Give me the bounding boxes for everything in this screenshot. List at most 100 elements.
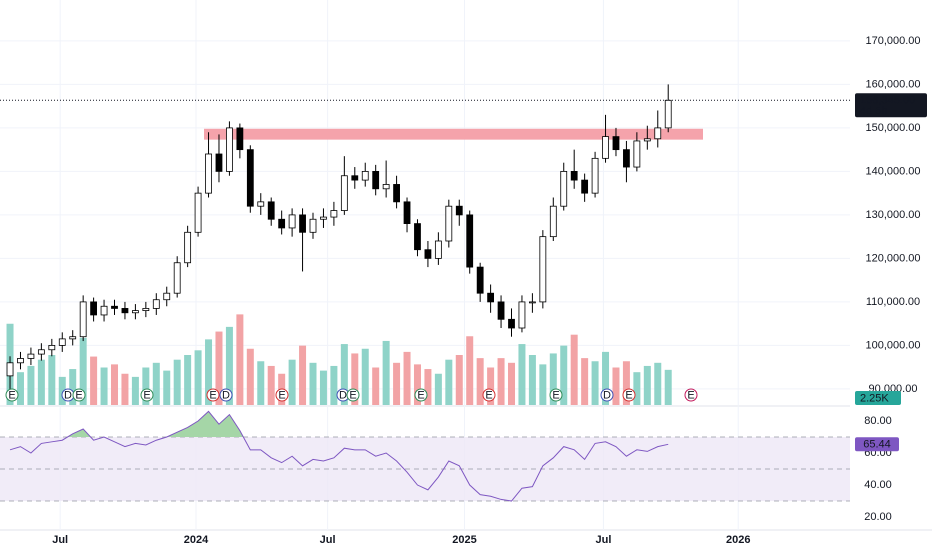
x-tick-label: Jul: [320, 534, 336, 546]
volume-bar: [215, 331, 223, 405]
volume-bar: [142, 367, 150, 405]
volume-bar: [225, 326, 233, 405]
y-tick-label: 110,000.00: [866, 296, 920, 308]
candle-body: [17, 358, 24, 364]
volume-bar: [90, 356, 98, 405]
volume-bar: [445, 359, 453, 405]
volume-bar: [622, 361, 630, 405]
y-tick-label: 120,000.00: [865, 252, 920, 264]
volume-bar: [361, 348, 369, 405]
event-badge: [5, 388, 19, 402]
rsi-tick-label: 80.00: [864, 415, 892, 427]
candle-body: [508, 318, 515, 329]
candle-body: [236, 127, 244, 151]
volume-bar: [16, 372, 24, 405]
candle-body: [173, 262, 181, 294]
volume-bar: [48, 355, 56, 405]
volume-bar: [184, 355, 192, 405]
candle-body: [643, 138, 651, 142]
rsi-last-label: 65.44: [863, 439, 891, 451]
candle-body: [320, 216, 327, 220]
event-label: D: [222, 389, 230, 401]
rsi-label-box: [855, 437, 899, 452]
candle-body: [267, 201, 275, 220]
candle-body: [487, 292, 495, 303]
event-badge: [275, 388, 289, 402]
candle-body: [466, 214, 474, 268]
volume-bar: [309, 362, 317, 405]
x-tick-label: 2024: [184, 534, 209, 546]
event-label: E: [687, 389, 694, 401]
volume-bar: [518, 344, 526, 405]
candle-body: [184, 231, 192, 264]
candle-body: [90, 301, 98, 316]
candle-body: [100, 305, 108, 316]
candle-body: [623, 149, 630, 168]
volume-label: 2.25K: [860, 392, 889, 404]
event-label: D: [603, 389, 611, 401]
candle-body: [111, 305, 118, 309]
candle-body: [351, 175, 359, 181]
volume-bar: [633, 372, 641, 405]
candle-body: [48, 345, 56, 351]
candle-body: [382, 184, 390, 190]
x-tick-label: Jul: [52, 534, 68, 546]
candle-body: [560, 170, 568, 207]
event-badge: [72, 388, 86, 402]
candle-body: [121, 308, 129, 314]
candle-body: [549, 205, 557, 238]
volume-bar: [319, 370, 327, 405]
candle-body: [403, 201, 411, 224]
candle-body: [414, 223, 421, 251]
volume-bar: [612, 367, 620, 405]
candle-body: [27, 353, 35, 359]
candle-body: [131, 310, 139, 314]
volume-bar: [591, 361, 599, 405]
candle-body: [518, 301, 526, 329]
candle-body: [372, 170, 380, 190]
candle-body: [340, 175, 348, 211]
y-tick-label: 140,000.00: [865, 165, 920, 177]
candle-body: [299, 214, 306, 233]
candle-body: [142, 308, 150, 312]
event-badge: [549, 388, 563, 402]
event-label: E: [625, 389, 632, 401]
volume-bar: [173, 359, 181, 405]
volume-bar: [643, 365, 651, 405]
event-badge: [219, 388, 233, 402]
rsi-line: [9, 410, 669, 502]
candle-body: [539, 236, 547, 303]
candle-body: [528, 301, 536, 304]
candle-body: [434, 240, 442, 259]
volume-bar: [131, 376, 139, 405]
countdown-label: 4d 5h: [860, 105, 888, 117]
rsi-tick-label: 20.00: [864, 511, 892, 523]
event-label: E: [349, 389, 356, 401]
volume-bar: [549, 353, 557, 405]
volume-bar: [194, 350, 202, 405]
event-label: E: [75, 389, 82, 401]
volume-bar: [434, 373, 442, 405]
candle-body: [163, 292, 171, 301]
volume-bar: [570, 334, 578, 405]
candle-body: [152, 299, 160, 309]
volume-bar: [497, 358, 505, 405]
volume-bar: [528, 355, 536, 405]
volume-bar: [539, 364, 547, 405]
volume-bar: [267, 365, 275, 405]
candle-body: [69, 336, 77, 340]
candle-body: [194, 192, 202, 233]
volume-bar: [37, 359, 45, 405]
candle-body: [361, 170, 369, 181]
event-label: E: [485, 389, 492, 401]
volume-bar: [121, 373, 129, 405]
x-tick-label: 2025: [452, 534, 476, 546]
volume-bar: [466, 336, 474, 405]
candle-body: [215, 153, 223, 172]
volume-label-box: [855, 391, 901, 405]
event-badge: [346, 388, 360, 402]
volume-bar: [382, 340, 390, 405]
volume-bar: [236, 314, 244, 405]
